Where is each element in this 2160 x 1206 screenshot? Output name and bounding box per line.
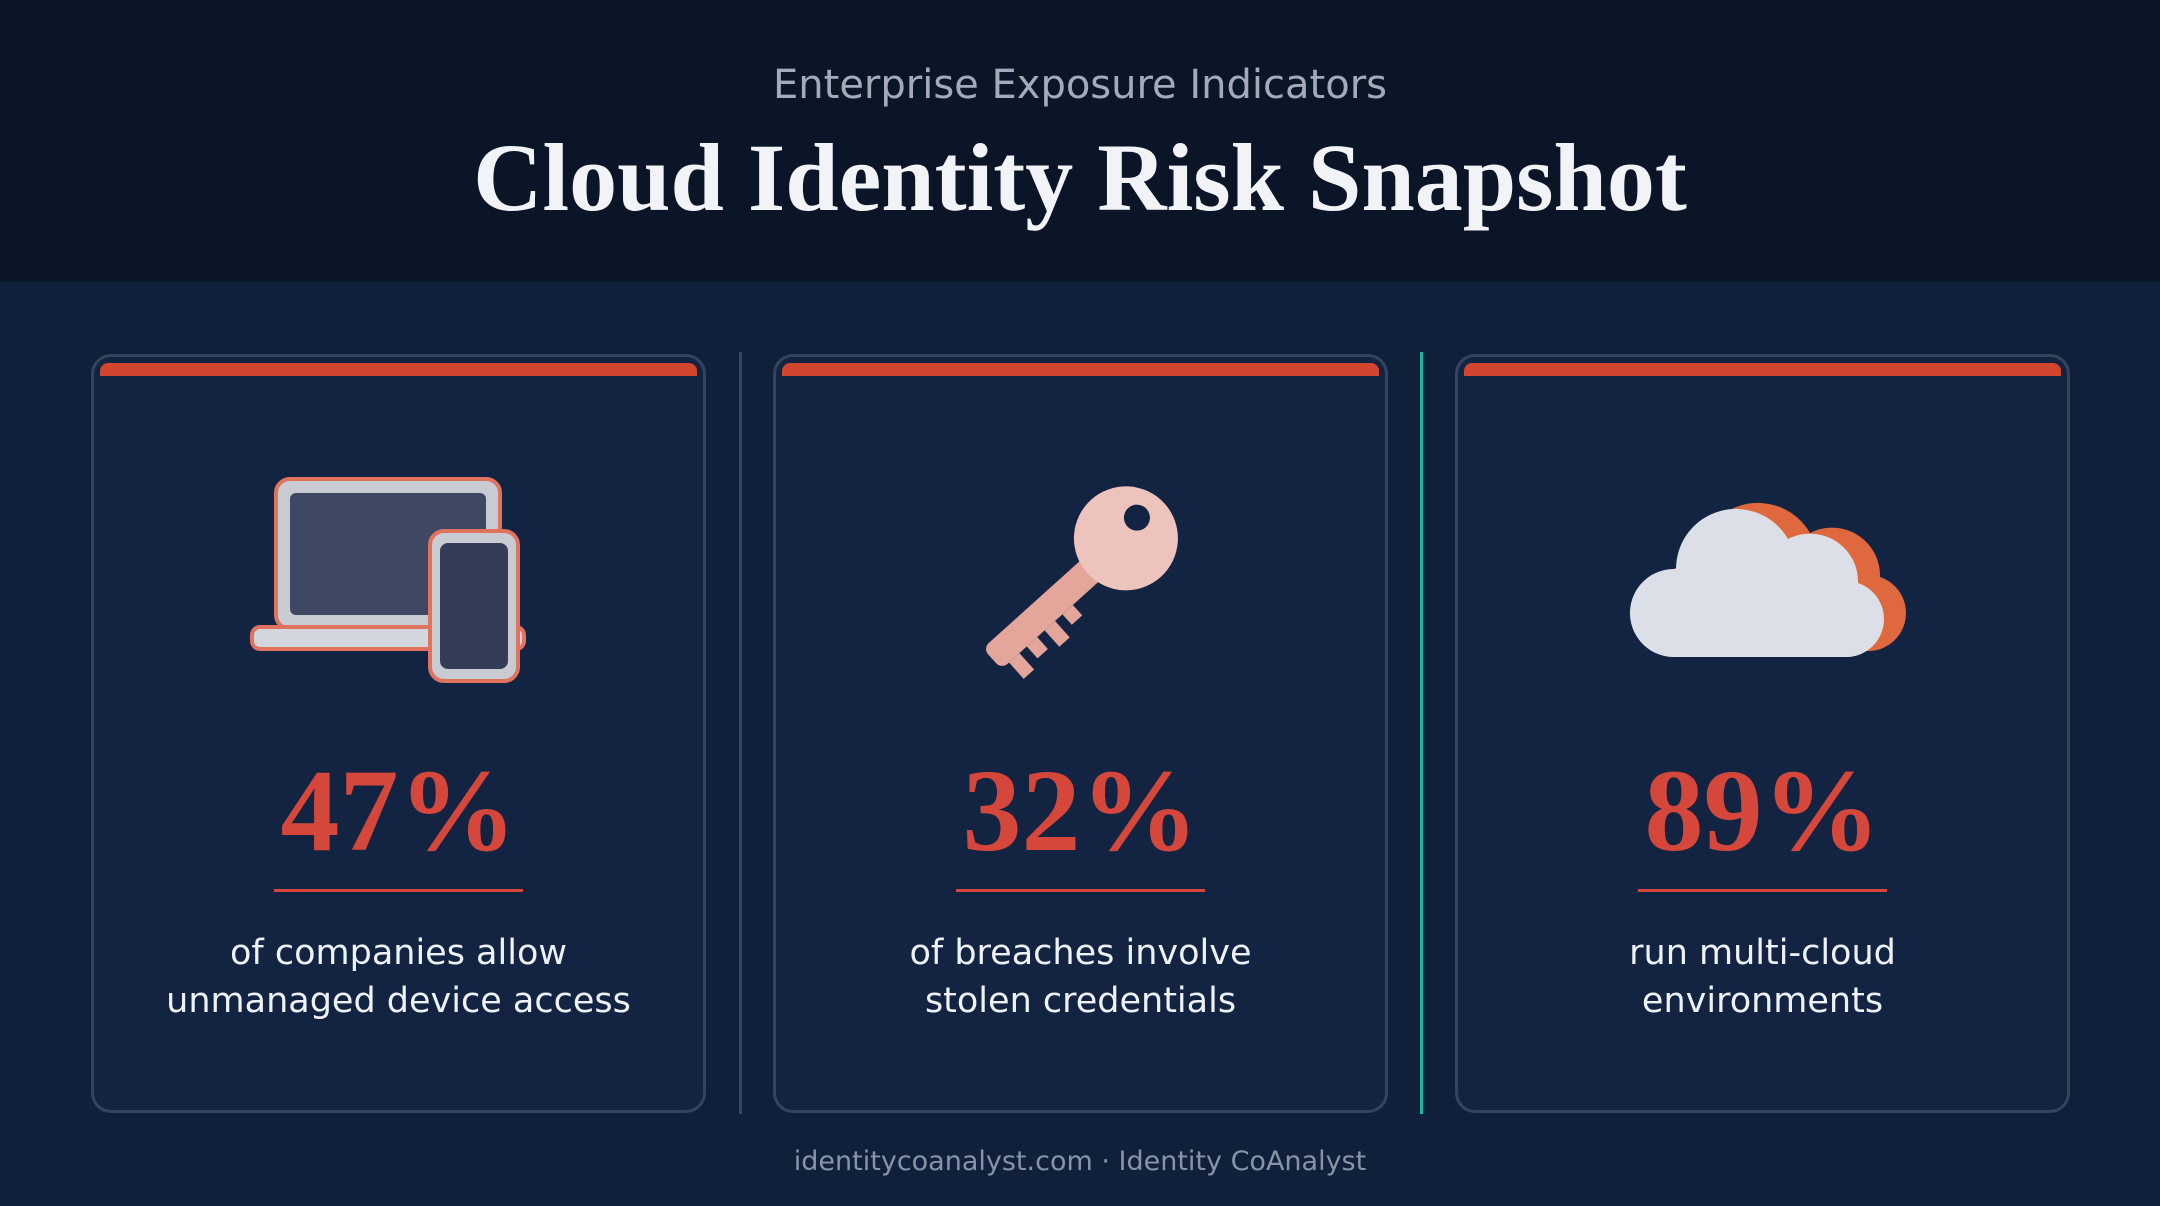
stat-underline bbox=[956, 889, 1205, 892]
title: Cloud Identity Risk Snapshot bbox=[473, 124, 1687, 231]
card-accent bbox=[1464, 363, 2061, 376]
description-line: of companies allow bbox=[229, 933, 567, 973]
stat-value: 32% bbox=[962, 745, 1199, 876]
description-line: unmanaged device access bbox=[166, 981, 631, 1021]
card-accent bbox=[100, 363, 697, 376]
stat-card: 47% of companies allow unmanaged device … bbox=[91, 354, 706, 1113]
description-line: run multi-cloud bbox=[1629, 933, 1896, 973]
stat-underline bbox=[1638, 889, 1887, 892]
device-icon bbox=[250, 477, 526, 683]
card-accent bbox=[782, 363, 1379, 376]
description-line: stolen credentials bbox=[924, 981, 1237, 1021]
divider bbox=[739, 352, 742, 1114]
header: Enterprise Exposure Indicators Cloud Ide… bbox=[0, 0, 2160, 282]
stat-description: of breaches involve stolen credentials bbox=[776, 929, 1385, 1025]
description-line: environments bbox=[1641, 981, 1884, 1021]
cloud-icon bbox=[1629, 502, 1906, 657]
key-icon bbox=[986, 486, 1178, 679]
divider bbox=[1420, 352, 1423, 1114]
stat-underline bbox=[274, 889, 523, 892]
stat-value: 47% bbox=[280, 745, 517, 876]
footer: identitycoanalyst.com · Identity CoAnaly… bbox=[793, 1146, 1367, 1177]
description-line: of breaches involve bbox=[909, 933, 1252, 973]
kicker: Enterprise Exposure Indicators bbox=[773, 62, 1387, 108]
stat-card: 89% run multi-cloud environments bbox=[1455, 354, 2070, 1113]
stat-description: run multi-cloud environments bbox=[1458, 929, 2067, 1025]
stat-card: 32% of breaches involve stolen credentia… bbox=[773, 354, 1388, 1113]
stat-description: of companies allow unmanaged device acce… bbox=[94, 929, 703, 1025]
stat-value: 89% bbox=[1644, 745, 1881, 876]
